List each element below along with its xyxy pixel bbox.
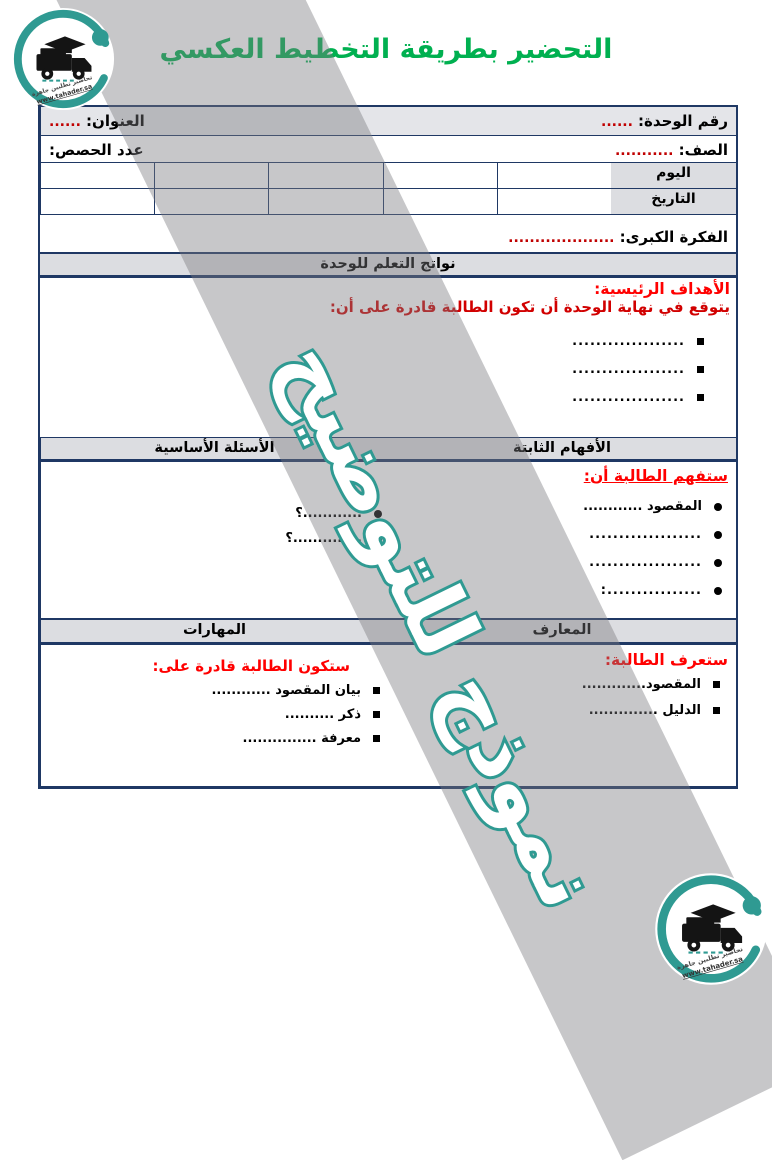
day-cell	[268, 163, 382, 188]
topic-value: ......	[49, 114, 81, 130]
day-cell	[154, 163, 268, 188]
date-cell	[39, 189, 154, 214]
objectives-row: الأهداف الرئيسية: يتوقع في نهاية الوحدة …	[40, 277, 736, 437]
outcomes-header-row: نواتج التعلم للوحدة	[40, 252, 736, 277]
questions-header: الأسئلة الأساسية	[40, 438, 388, 459]
day-cell	[382, 163, 497, 188]
knowledge-item: المقصود.............	[388, 677, 720, 692]
periods-label: عدد الحصص:	[49, 141, 144, 159]
date-cell	[154, 189, 268, 214]
unit-number-label: رقم الوحدة:	[638, 112, 728, 130]
skills-header: المهارات	[40, 620, 388, 642]
unit-topic-row: رقم الوحدة: ...... العنوان: ......	[40, 107, 736, 135]
skill-item: معرفة ...............	[41, 731, 380, 746]
objectives-cell: الأهداف الرئيسية: يتوقع في نهاية الوحدة …	[40, 278, 736, 437]
knowledge-list: المقصود............. الدليل .............…	[388, 677, 736, 718]
document-page: نموذج للتوضيح التحضير بطريقة التخطيط الع…	[0, 0, 772, 1000]
knowledge-skills-header-row: المعارف المهارات	[40, 618, 736, 644]
skill-item: ذكر ..........	[41, 707, 380, 722]
tahader-logo-top: تحاضير تطلبين جاهزة www.tahader.sa	[9, 5, 117, 113]
understandings-header: الأفهام الثابتة	[513, 440, 611, 456]
grade-value: ...........	[614, 143, 674, 159]
knowledge-cell: ستعرف الطالبة: المقصود............. الدلي…	[388, 645, 736, 786]
date-cell	[496, 189, 611, 214]
understandings-title: ستفهم الطالبة أن:	[583, 467, 728, 485]
lesson-plan-table: رقم الوحدة: ...... العنوان: ...... الصف:…	[38, 105, 738, 789]
skills-cell: ستكون الطالبة قادرة على: بيان المقصود ..…	[40, 645, 388, 786]
outcomes-header: نواتج التعلم للوحدة	[320, 256, 456, 272]
page-title: التحضير بطريقة التخطيط العكسي	[159, 34, 613, 65]
knowledge-header: المعارف	[532, 622, 592, 638]
understanding-item: ...................	[388, 555, 722, 570]
knowledge-item: الدليل ..............	[388, 703, 720, 718]
graduation-truck-icon: تحاضير تطلبين جاهزة www.tahader.sa	[655, 873, 767, 985]
understandings-cell: ستفهم الطالبة أن: المقصود ..............…	[388, 462, 736, 618]
grade-cell: الصف: ...........	[388, 136, 736, 162]
objectives-intro: يتوقع في نهاية الوحدة أن تكون الطالبة قا…	[329, 298, 730, 316]
understanding-item: ................:	[388, 583, 722, 598]
big-idea-row: الفكرة الكبرى: ....................	[40, 214, 736, 252]
unit-number-value: ......	[601, 114, 633, 130]
grade-periods-row: الصف: ........... عدد الحصص:	[40, 135, 736, 162]
understandings-list: المقصود ................................…	[388, 499, 736, 598]
objectives-title: الأهداف الرئيسية:	[594, 280, 730, 298]
periods-cell: عدد الحصص:	[40, 136, 388, 162]
day-cell	[496, 163, 611, 188]
topic-cell: العنوان: ......	[40, 107, 388, 135]
date-row: التاريخ	[39, 188, 736, 214]
big-idea-cell: الفكرة الكبرى: ....................	[40, 215, 736, 252]
understanding-item: ...................	[388, 527, 722, 542]
date-cell	[382, 189, 497, 214]
skills-list: بيان المقصود ............ ذكر .......... م…	[41, 683, 388, 746]
questions-list: ............؟ ..............؟	[41, 506, 388, 546]
day-cell	[39, 163, 154, 188]
question-item: ..............؟	[41, 531, 382, 546]
understandings-questions-row: ستفهم الطالبة أن: المقصود ..............…	[40, 461, 736, 618]
day-row: اليوم	[39, 162, 736, 188]
big-idea-value: ....................	[508, 230, 615, 246]
col-headers-row: الأفهام الثابتة الأسئلة الأساسية	[40, 437, 736, 461]
question-item: ............؟	[41, 506, 382, 521]
objectives-list: ........................................…	[40, 334, 730, 405]
knowledge-skills-row: ستعرف الطالبة: المقصود............. الدلي…	[40, 644, 736, 787]
grade-label: الصف:	[678, 141, 728, 159]
unit-number-cell: رقم الوحدة: ......	[388, 107, 736, 135]
tahader-logo-bottom: تحاضير تطلبين جاهزة www.tahader.sa	[652, 870, 770, 988]
objective-item: ...................	[40, 334, 704, 349]
date-cell	[268, 189, 382, 214]
objective-item: ...................	[40, 390, 704, 405]
skills-title: ستكون الطالبة قادرة على:	[152, 657, 350, 675]
skill-item: بيان المقصود ............	[41, 683, 380, 698]
questions-cell: ............؟ ..............؟	[40, 462, 388, 618]
understanding-item: المقصود ............	[388, 499, 722, 514]
topic-label: العنوان:	[86, 112, 145, 130]
day-label: اليوم	[611, 163, 736, 188]
graduation-truck-icon: تحاضير تطلبين جاهزة www.tahader.sa	[11, 7, 115, 111]
knowledge-title: ستعرف الطالبة:	[604, 651, 728, 669]
objective-item: ...................	[40, 362, 704, 377]
big-idea-label: الفكرة الكبرى:	[619, 228, 728, 246]
date-label: التاريخ	[611, 189, 736, 214]
